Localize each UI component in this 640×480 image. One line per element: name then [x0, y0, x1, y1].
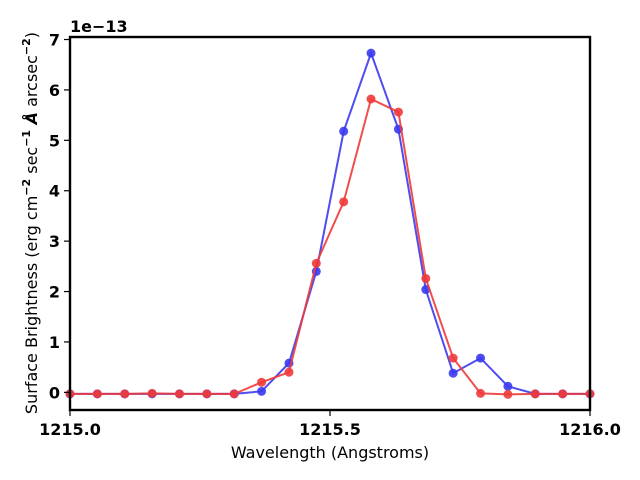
data-point-blue: [476, 353, 486, 363]
series-blue: [65, 48, 595, 399]
data-point-red: [558, 389, 568, 399]
x-axis-label: Wavelength (Angstroms): [231, 443, 429, 462]
series-layer: [65, 48, 595, 399]
data-point-red: [366, 94, 376, 104]
data-point-blue: [448, 368, 458, 378]
data-point-blue: [503, 381, 513, 391]
data-point-red: [229, 389, 239, 399]
data-point-red: [421, 273, 431, 283]
y-axis-label: Surface Brightness (erg cm−2 sec−1 Å arc…: [20, 32, 41, 414]
data-point-blue: [366, 48, 376, 58]
data-point-red: [530, 389, 540, 399]
data-point-red: [92, 389, 102, 399]
data-point-red: [174, 389, 184, 399]
data-point-red: [257, 377, 267, 387]
data-point-red: [202, 389, 212, 399]
series-red: [65, 94, 595, 399]
y-offset-label: 1e−13: [70, 17, 128, 36]
y-tick-label: 3: [49, 232, 60, 251]
data-point-blue: [339, 126, 349, 136]
x-tick-label: 1215.5: [299, 420, 361, 439]
data-point-red: [503, 389, 513, 399]
data-point-red: [284, 367, 294, 377]
data-point-red: [339, 197, 349, 207]
plot-frame: [68, 35, 592, 412]
y-label-suffix: ): [22, 32, 41, 38]
x-tick-label: 1215.0: [39, 420, 101, 439]
y-label-exp3: −2: [20, 38, 33, 55]
data-point-red: [120, 389, 130, 399]
y-label-mid2: arcsec: [22, 55, 41, 112]
y-tick-label: 5: [49, 131, 60, 150]
y-label-mid1: sec: [22, 147, 41, 179]
y-label-prefix: Surface Brightness (erg cm: [22, 196, 41, 414]
x-tick-label: 1216.0: [559, 420, 621, 439]
y-tick-label: 2: [49, 283, 60, 302]
y-tick-label: 4: [49, 182, 60, 201]
data-point-red: [476, 388, 486, 398]
y-label-exp2: −1: [20, 130, 33, 147]
data-point-red: [147, 388, 157, 398]
data-point-red: [311, 258, 321, 268]
y-label-exp1: −2: [20, 179, 33, 196]
data-point-blue: [257, 386, 267, 396]
series-line-red: [70, 97, 590, 396]
y-tick-label: 1: [49, 333, 60, 352]
y-tick-label: 0: [49, 383, 60, 402]
y-tick-label: 7: [49, 31, 60, 50]
ticks-layer: 0 1 2 3 4 5 6 7 1215.0 1215.5 1216.0: [39, 31, 621, 439]
y-label-angstrom: Å: [22, 112, 41, 130]
series-line-blue: [70, 50, 590, 395]
data-point-red: [393, 107, 403, 117]
data-point-red: [448, 353, 458, 363]
y-tick-label: 6: [49, 81, 60, 100]
